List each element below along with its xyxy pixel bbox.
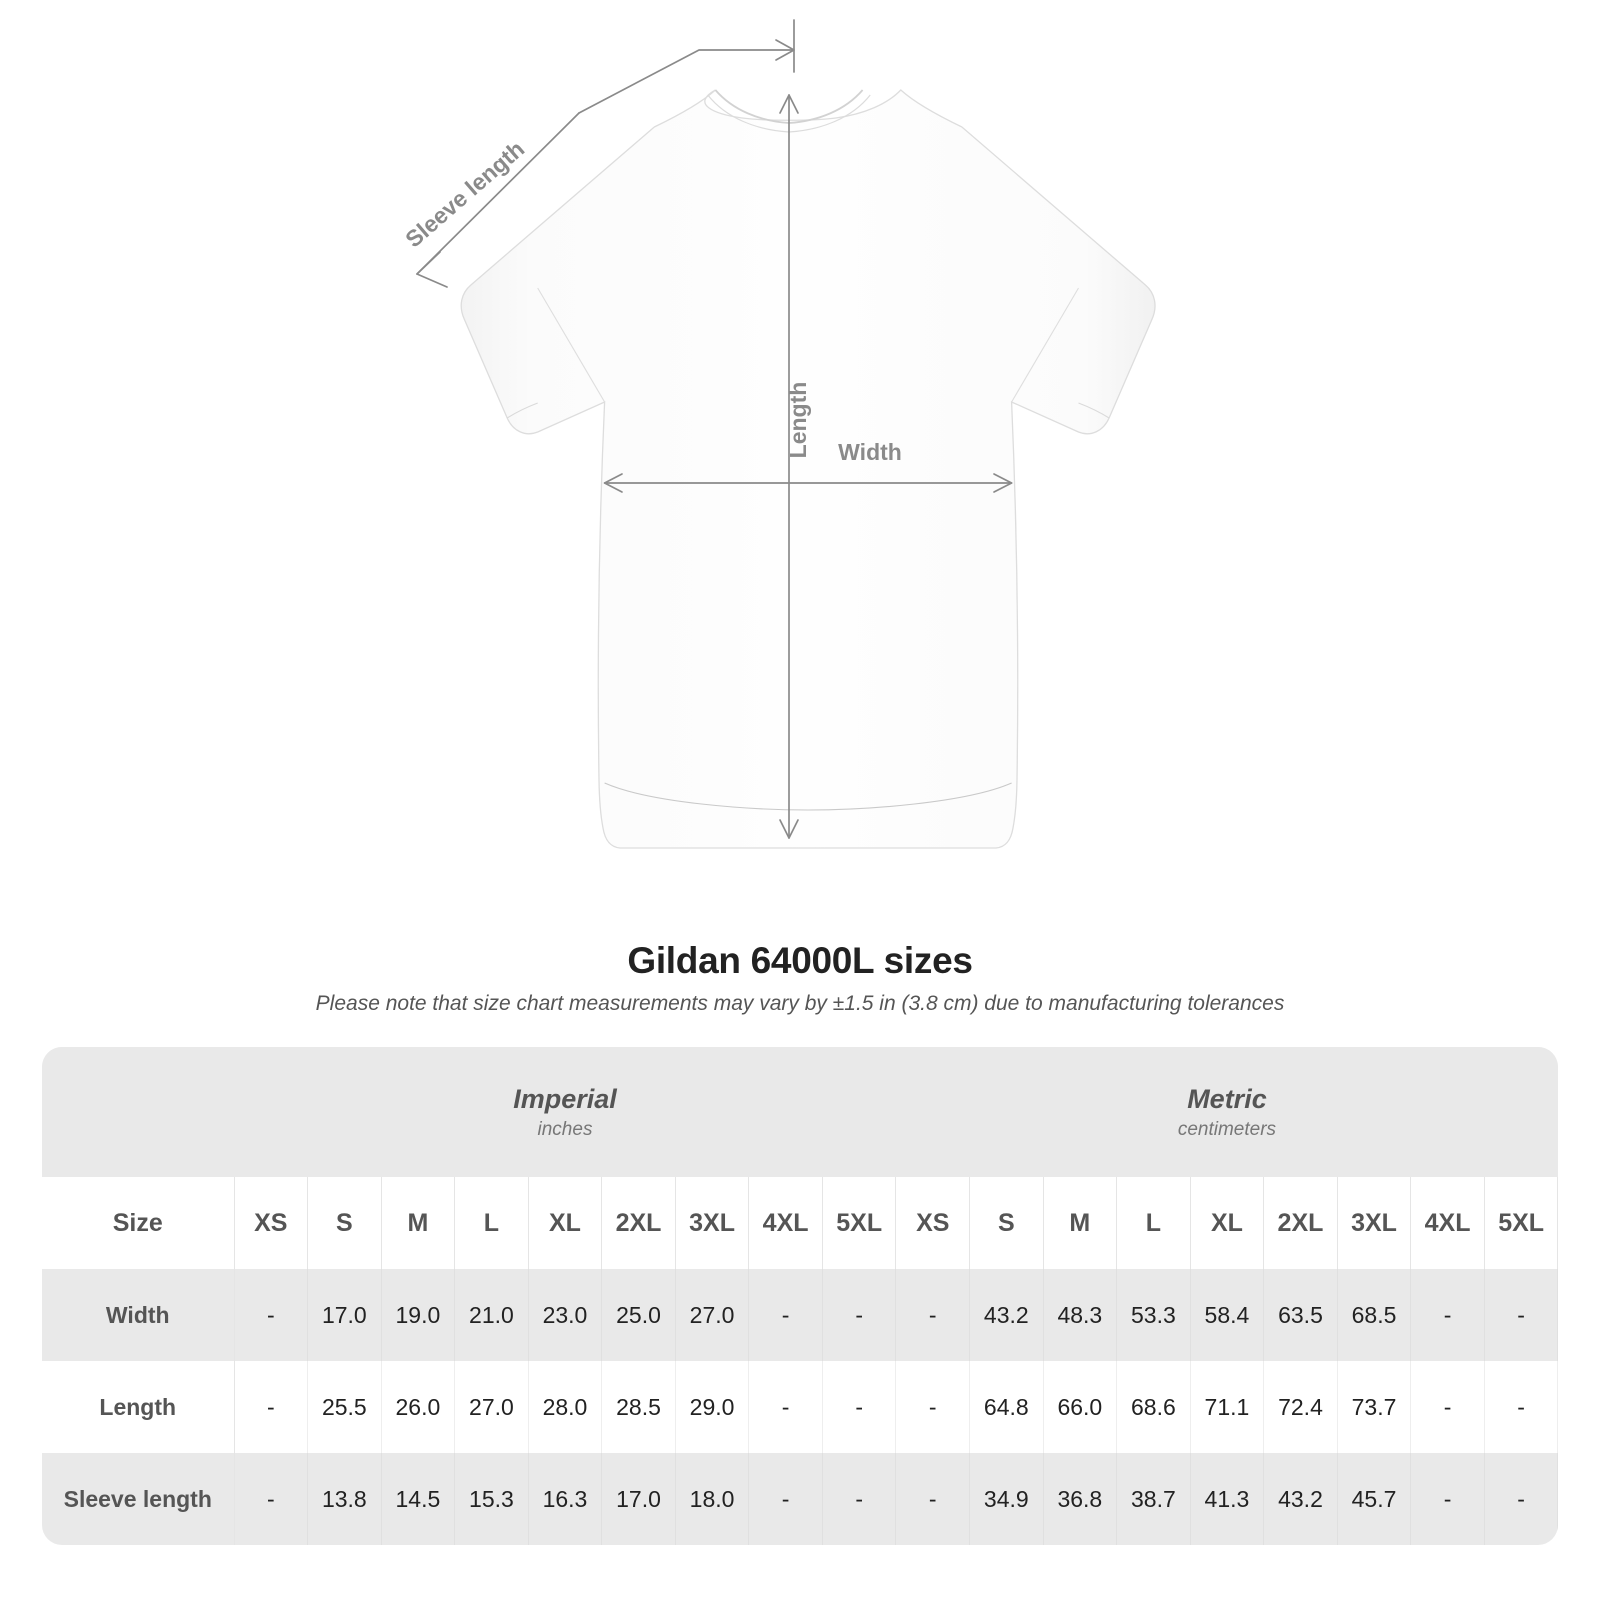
svg-text:Width: Width — [838, 439, 902, 465]
svg-text:Length: Length — [785, 382, 811, 459]
svg-text:Sleeve length: Sleeve length — [400, 136, 529, 253]
